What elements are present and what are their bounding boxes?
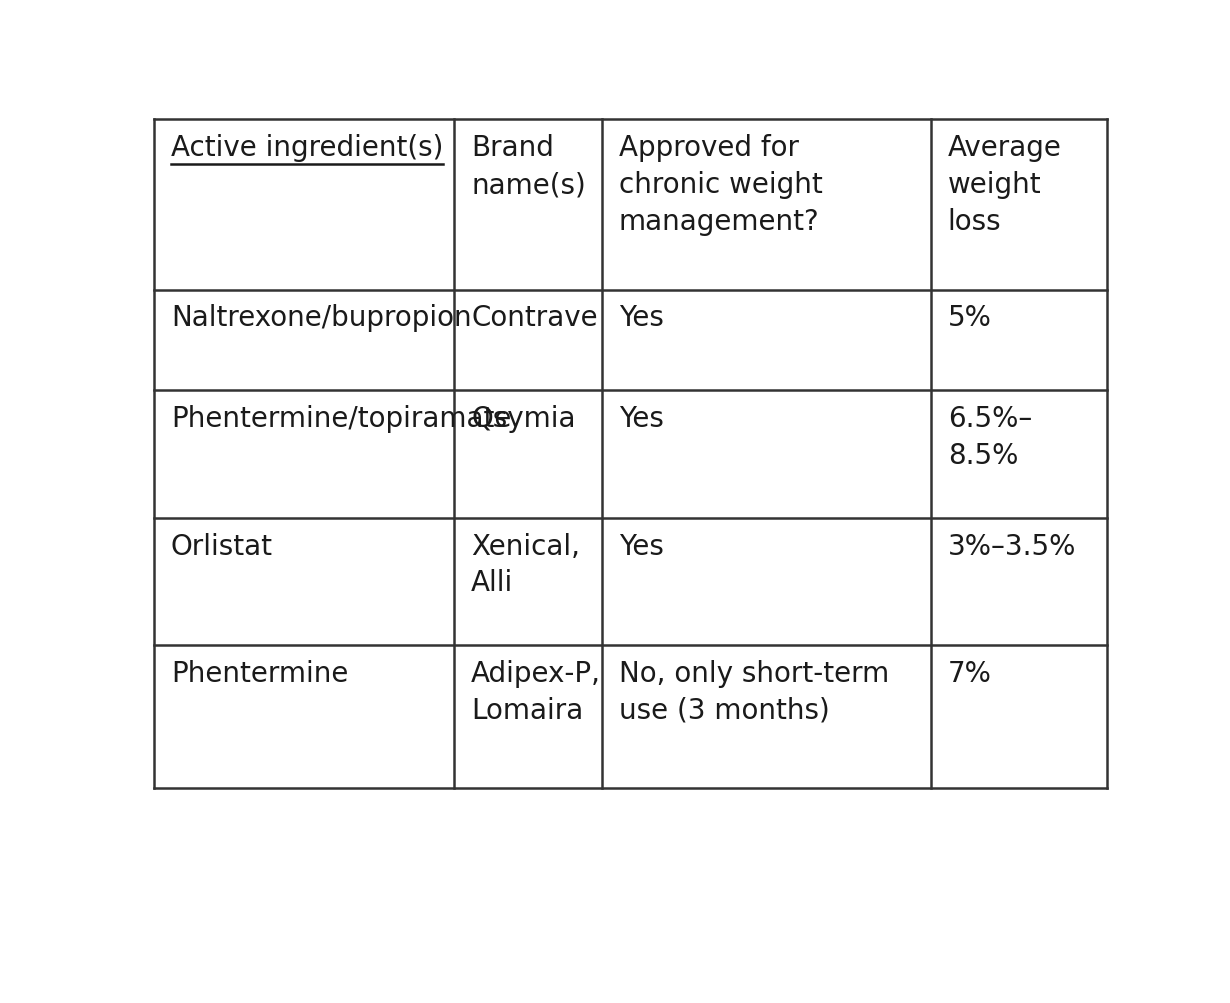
- Text: 3%–3.5%: 3%–3.5%: [948, 532, 1076, 560]
- Text: Approved for
chronic weight
management?: Approved for chronic weight management?: [619, 134, 823, 236]
- Text: Brand
name(s): Brand name(s): [471, 134, 585, 199]
- Text: Yes: Yes: [619, 532, 664, 560]
- Text: Yes: Yes: [619, 304, 664, 332]
- Text: Orlistat: Orlistat: [171, 532, 273, 560]
- Text: Xenical,
Alli: Xenical, Alli: [471, 532, 581, 597]
- Text: Yes: Yes: [619, 404, 664, 432]
- Text: No, only short-term
use (3 months): No, only short-term use (3 months): [619, 659, 889, 724]
- Text: Adipex-P,
Lomaira: Adipex-P, Lomaira: [471, 659, 601, 724]
- Text: Phentermine/topiramate: Phentermine/topiramate: [171, 404, 512, 432]
- Text: 6.5%–
8.5%: 6.5%– 8.5%: [948, 404, 1032, 469]
- Text: Phentermine: Phentermine: [171, 659, 348, 687]
- Text: Active ingredient(s): Active ingredient(s): [171, 134, 443, 162]
- Text: Average
weight
loss: Average weight loss: [948, 134, 1061, 236]
- Text: Contrave: Contrave: [471, 304, 598, 332]
- Text: 5%: 5%: [948, 304, 991, 332]
- Text: Qsymia: Qsymia: [471, 404, 576, 432]
- Text: Naltrexone/bupropion: Naltrexone/bupropion: [171, 304, 471, 332]
- Text: 7%: 7%: [948, 659, 991, 687]
